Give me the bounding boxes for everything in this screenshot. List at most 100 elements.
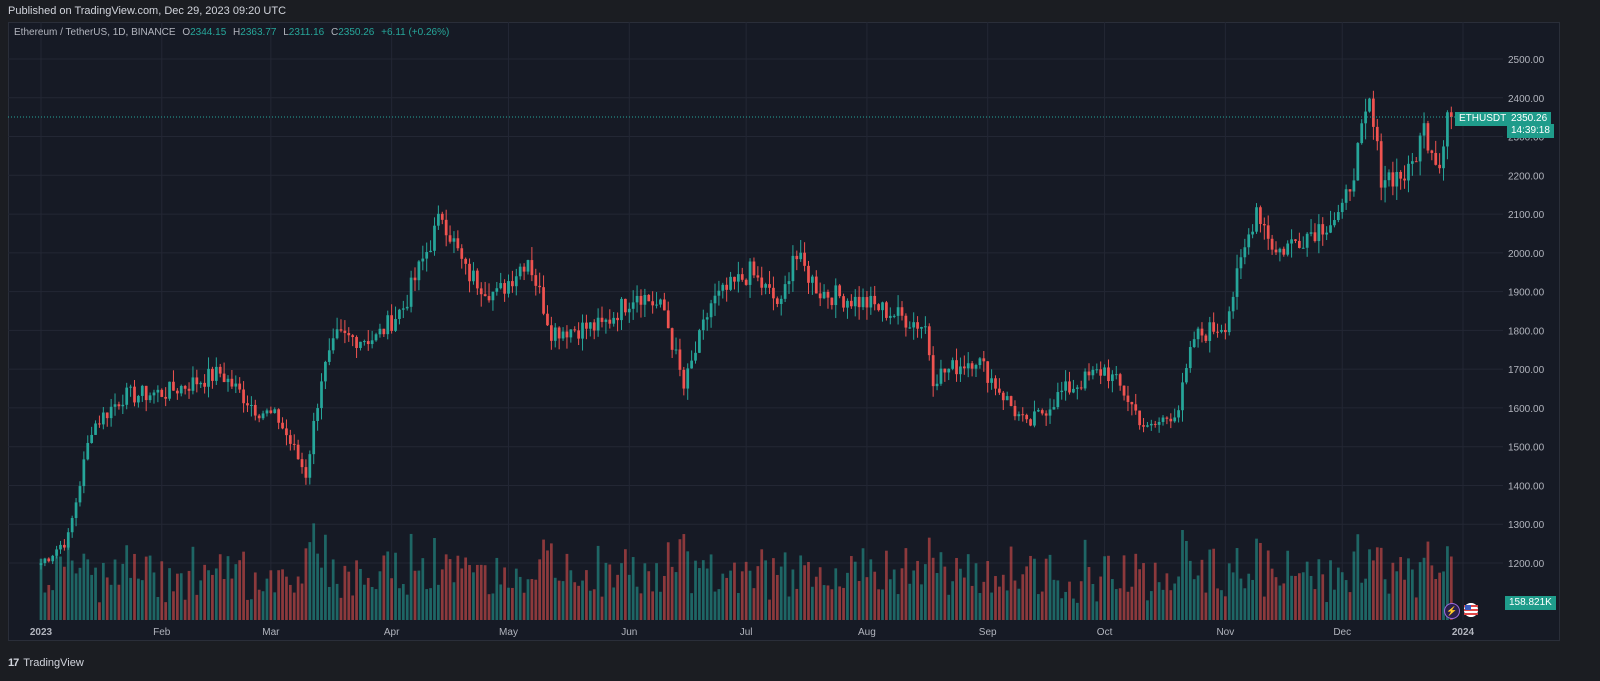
volume-bar (148, 555, 152, 620)
volume-bar (1083, 539, 1087, 620)
volume-bar (331, 559, 335, 620)
lightning-icon[interactable]: ⚡ (1444, 603, 1460, 619)
candle-body (390, 315, 393, 331)
candle-body (592, 322, 596, 331)
candle-body (468, 263, 471, 282)
volume-bar (214, 568, 218, 620)
candlestick-chart[interactable]: 1200.00 1300.00 1400.00 1500.00 1600.00 1700.… (8, 22, 1560, 641)
candle-body (1044, 413, 1048, 416)
volume-bar (343, 565, 347, 620)
candle-body (386, 315, 390, 335)
candle-body (978, 358, 982, 366)
candle-body (51, 555, 55, 562)
volume-bar (709, 554, 713, 620)
volume-bar (378, 571, 382, 620)
candle-body (912, 322, 916, 328)
volume-bar (1068, 581, 1071, 620)
volume-bar (288, 584, 292, 620)
candle-body (491, 291, 495, 301)
candle-body (1336, 212, 1340, 221)
volume-bar (662, 575, 666, 620)
candle-body (772, 287, 775, 299)
tradingview-brand[interactable]: TradingView (23, 657, 84, 669)
volume-bar (982, 581, 986, 620)
volume-bar (740, 571, 744, 620)
candle-body (990, 378, 993, 383)
volume-bar (51, 590, 55, 620)
volume-bar (113, 559, 117, 620)
volume-bar (729, 570, 732, 620)
volume-bar (421, 558, 425, 620)
candle-body (530, 260, 534, 276)
candle-body (320, 381, 323, 409)
volume-bar (538, 559, 542, 620)
volume-bar (612, 587, 616, 620)
candle-body (1204, 335, 1208, 341)
candle-body (1079, 387, 1083, 389)
volume-bar (390, 578, 393, 620)
candle-body (569, 329, 573, 338)
candle-body (1352, 180, 1356, 192)
candle-body (659, 299, 662, 305)
candle-body (783, 284, 787, 299)
volume-bar (818, 567, 822, 620)
volume-bar (1196, 575, 1200, 620)
volume-bar (269, 570, 273, 620)
volume-bar (335, 583, 339, 620)
volume-bar (1301, 572, 1305, 620)
volume-bar (1060, 598, 1064, 620)
candle-body (748, 261, 752, 285)
candle-body (1231, 296, 1235, 312)
volume-bar (359, 568, 362, 620)
candle-body (931, 355, 935, 387)
volume-bar (737, 593, 740, 620)
chart-pane[interactable] (8, 22, 1560, 641)
volume-bar (475, 564, 479, 620)
volume-bar (1033, 558, 1036, 620)
volume-bar (444, 554, 448, 620)
volume-bar (1239, 578, 1243, 620)
candle-body (1313, 232, 1317, 242)
candle-body (849, 300, 853, 307)
candle-body (678, 349, 682, 370)
volume-bar (834, 568, 838, 620)
candle-body (1091, 369, 1095, 376)
volume-bar (160, 561, 164, 620)
volume-bar (857, 581, 861, 620)
low-label: L (283, 27, 289, 38)
volume-bar (853, 561, 857, 620)
candle-body (717, 290, 721, 296)
candle-body (1114, 374, 1118, 376)
candle-body (585, 322, 588, 329)
x-tick-label: 2024 (1452, 627, 1475, 638)
candle-body (374, 334, 378, 341)
volume-bar (285, 576, 288, 620)
candle-body (1072, 388, 1075, 393)
volume-bar (464, 557, 468, 620)
volume-bar (1356, 534, 1360, 620)
volume-bar (690, 593, 693, 620)
candle-body (1029, 419, 1032, 426)
candle-body (1442, 146, 1445, 169)
candle-body (433, 225, 436, 251)
candle-body (265, 410, 269, 414)
volume-bar (1181, 530, 1184, 620)
candle-body (908, 327, 912, 329)
candle-body (581, 322, 584, 339)
candle-body (152, 392, 156, 396)
candle-body (187, 388, 191, 391)
volume-bar (892, 569, 896, 620)
us-flag-icon[interactable] (1464, 603, 1478, 617)
volume-bar (250, 599, 253, 620)
candle-body (869, 295, 873, 308)
candle-body (1056, 392, 1060, 408)
candle-body (456, 238, 460, 249)
candle-body (561, 331, 565, 339)
candle-body (125, 387, 129, 405)
volume-bar (386, 551, 390, 620)
candle-body (935, 383, 939, 387)
candle-body (257, 415, 261, 419)
candle-body (873, 295, 877, 305)
candle-body (86, 442, 90, 460)
candle-body (234, 383, 238, 387)
